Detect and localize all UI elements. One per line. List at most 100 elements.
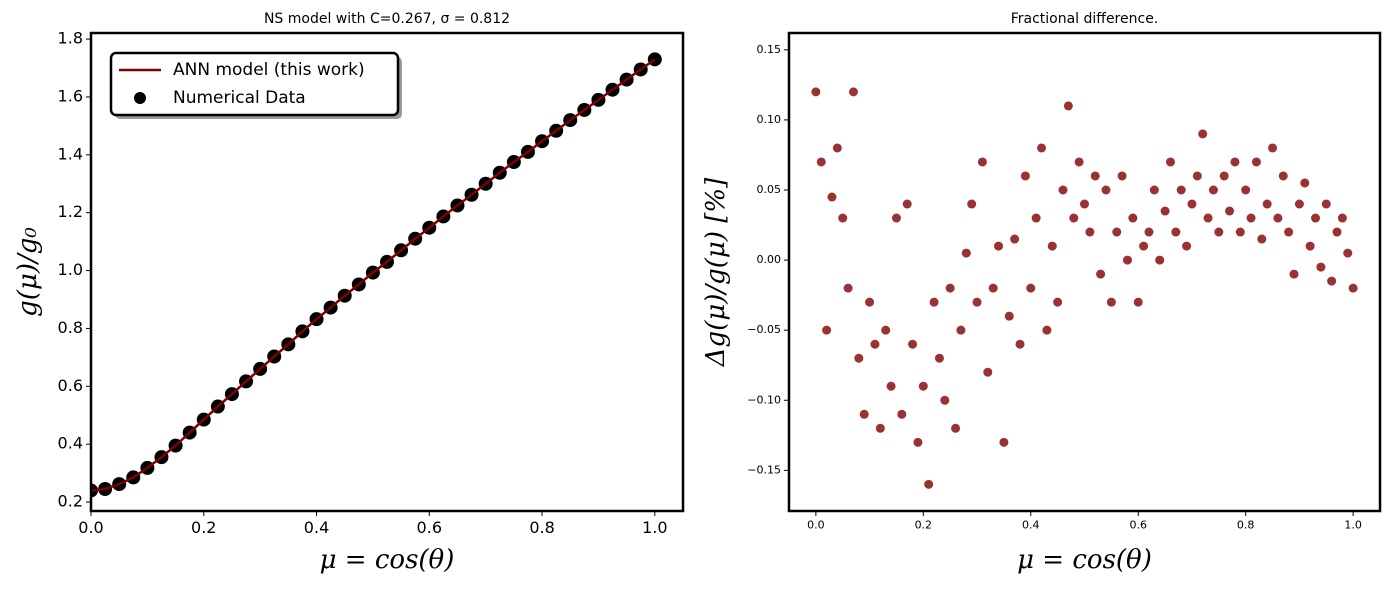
- plot-area: [91, 52, 662, 498]
- x-tick-label: 0.6: [417, 518, 442, 537]
- data-point: [822, 325, 832, 335]
- x-tick-label: 0.8: [529, 518, 554, 537]
- data-point: [1262, 199, 1272, 209]
- y-tick-label: 1.2: [58, 202, 83, 221]
- plot-area: [811, 87, 1358, 489]
- data-point: [945, 283, 955, 293]
- x-tick-label: 0.6: [1129, 519, 1147, 532]
- data-point: [1074, 157, 1084, 167]
- data-line: [91, 58, 656, 492]
- y-tick-label: 0.4: [58, 434, 83, 453]
- data-point: [1080, 199, 1089, 209]
- data-point: [940, 395, 950, 405]
- legend-label: Numerical Data: [173, 88, 306, 108]
- data-point: [934, 353, 944, 363]
- data-point: [1289, 269, 1299, 279]
- data-point: [1176, 185, 1186, 195]
- data-point: [1321, 199, 1331, 209]
- data-point: [827, 192, 837, 202]
- data-point: [1063, 101, 1073, 111]
- data-point: [1117, 171, 1127, 181]
- x-tick-label: 0.8: [1237, 519, 1255, 532]
- y-tick-label: 1.4: [58, 144, 83, 163]
- data-point: [1155, 255, 1165, 265]
- y-tick-label: 0.8: [58, 318, 83, 337]
- data-point: [816, 157, 826, 167]
- data-point: [875, 423, 885, 433]
- data-point: [902, 199, 912, 209]
- data-point: [908, 339, 918, 349]
- data-point: [1273, 213, 1283, 223]
- data-point: [1198, 129, 1208, 139]
- y-tick-label: 0.10: [757, 113, 782, 126]
- data-point: [865, 297, 875, 307]
- data-point: [1128, 213, 1138, 223]
- data-point: [843, 283, 853, 293]
- data-point: [1230, 157, 1240, 167]
- chart-title: Fractional difference.: [1011, 11, 1159, 27]
- data-point: [1187, 199, 1197, 209]
- x-tick-label: 1.0: [642, 518, 667, 537]
- data-point: [956, 325, 966, 335]
- data-point: [999, 437, 1009, 447]
- data-point: [1015, 339, 1025, 349]
- data-point: [1284, 227, 1294, 237]
- data-point: [859, 409, 869, 419]
- data-point: [1004, 311, 1014, 321]
- data-point: [1165, 157, 1175, 167]
- data-point: [1053, 297, 1063, 307]
- data-point: [972, 297, 982, 307]
- y-tick-label: 1.6: [58, 86, 83, 105]
- data-point: [1182, 241, 1192, 251]
- data-point: [848, 87, 858, 97]
- data-point: [1042, 325, 1052, 335]
- data-point: [1133, 297, 1143, 307]
- data-point: [1160, 206, 1170, 216]
- data-point: [1311, 213, 1321, 223]
- data-point: [1112, 227, 1122, 237]
- data-point: [1225, 206, 1235, 216]
- data-point: [854, 353, 864, 363]
- y-tick-label: 1.0: [58, 260, 83, 279]
- data-point: [1316, 262, 1326, 272]
- data-point: [1069, 213, 1079, 223]
- data-point: [1246, 213, 1256, 223]
- data-point: [1149, 185, 1159, 195]
- data-point: [897, 409, 907, 419]
- data-point: [1257, 234, 1267, 244]
- data-point: [988, 283, 998, 293]
- data-point: [1047, 241, 1057, 251]
- data-point: [1031, 213, 1041, 223]
- x-tick-label: 0.2: [191, 518, 216, 537]
- y-tick-label: 0.2: [58, 492, 83, 511]
- data-point: [918, 381, 928, 391]
- data-point: [951, 423, 961, 433]
- legend-marker: [134, 92, 146, 104]
- chart-title: NS model with C=0.267, σ = 0.812: [264, 11, 510, 27]
- data-point: [1337, 213, 1347, 223]
- y-tick-label: 1.8: [58, 29, 83, 48]
- data-point: [1241, 185, 1251, 195]
- data-point: [1144, 227, 1154, 237]
- data-point: [961, 248, 971, 258]
- data-point: [1300, 178, 1310, 188]
- data-point: [1010, 234, 1020, 244]
- data-point: [1020, 171, 1030, 181]
- data-point: [994, 241, 1004, 251]
- axes-frame: [787, 31, 1382, 513]
- y-tick-label: 0.15: [757, 43, 782, 56]
- data-point: [1090, 171, 1100, 181]
- data-point: [1268, 143, 1278, 153]
- x-tick-label: 0.2: [915, 519, 933, 532]
- data-point: [832, 143, 842, 153]
- data-point: [1294, 199, 1304, 209]
- data-point: [1085, 227, 1095, 237]
- y-tick-label: 0.00: [757, 253, 782, 266]
- data-point: [1348, 283, 1358, 293]
- x-tick-label: 0.0: [78, 518, 103, 537]
- data-point: [881, 325, 891, 335]
- data-point: [983, 367, 993, 377]
- y-tick-label: −0.05: [747, 323, 781, 336]
- data-point: [1139, 241, 1149, 251]
